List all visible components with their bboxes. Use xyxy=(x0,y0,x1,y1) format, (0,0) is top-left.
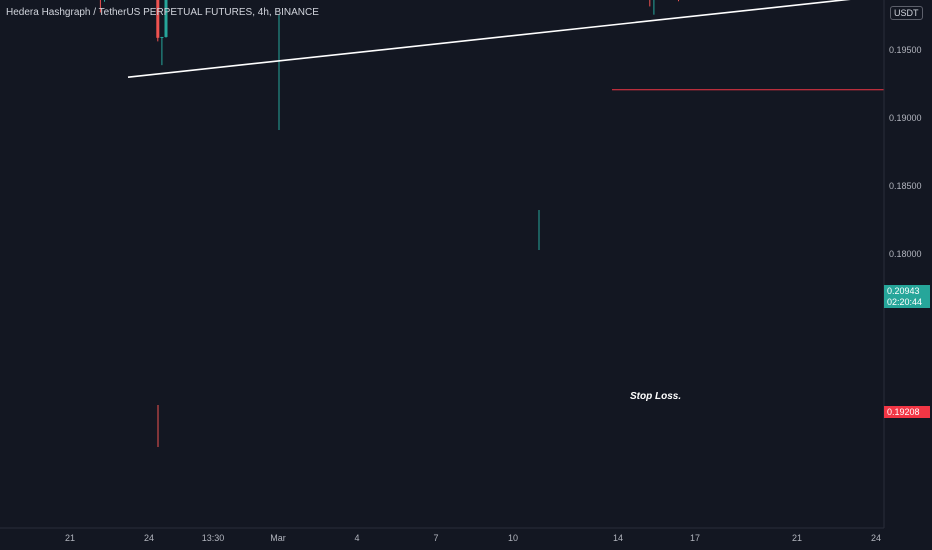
ascending-trendline xyxy=(127,0,851,78)
time-tick-label: 10 xyxy=(508,533,518,543)
price-tick-label: 0.19000 xyxy=(889,113,922,123)
bar-countdown-label: 02:20:44 xyxy=(884,296,930,308)
time-tick-label: Mar xyxy=(270,533,286,543)
price-tick-label: 0.19500 xyxy=(889,45,922,55)
time-tick-label: 21 xyxy=(792,533,802,543)
stop-loss-annotation: Stop Loss. xyxy=(630,391,682,402)
time-tick-label: 21 xyxy=(65,533,75,543)
time-tick-label: 7 xyxy=(433,533,438,543)
candle-body xyxy=(156,0,160,38)
price-axis[interactable]: 0.245000.240000.235000.230000.225000.220… xyxy=(889,0,922,259)
time-tick-label: 14 xyxy=(613,533,623,543)
time-tick-label: 24 xyxy=(144,533,154,543)
chart-title: Hedera Hashgraph / TetherUS PERPETUAL FU… xyxy=(6,7,319,18)
time-axis[interactable]: 21 24 13:30 Mar 4 7 10 14 17 21 24 xyxy=(65,533,881,543)
currency-unit-badge[interactable]: USDT xyxy=(890,6,923,20)
candle-body xyxy=(164,0,168,37)
time-tick-label: 4 xyxy=(354,533,359,543)
overlays-layer xyxy=(127,0,884,91)
candles-layer xyxy=(99,0,679,447)
time-tick-label: 24 xyxy=(871,533,881,543)
current-price-label: 0.20943 xyxy=(884,285,930,297)
price-tick-label: 0.18000 xyxy=(889,249,922,259)
time-tick-label: 13:30 xyxy=(202,533,225,543)
price-tick-label: 0.18500 xyxy=(889,181,922,191)
stop-loss-price-label: 0.19208 xyxy=(884,406,930,418)
candle-body xyxy=(160,36,164,38)
time-tick-label: 17 xyxy=(690,533,700,543)
